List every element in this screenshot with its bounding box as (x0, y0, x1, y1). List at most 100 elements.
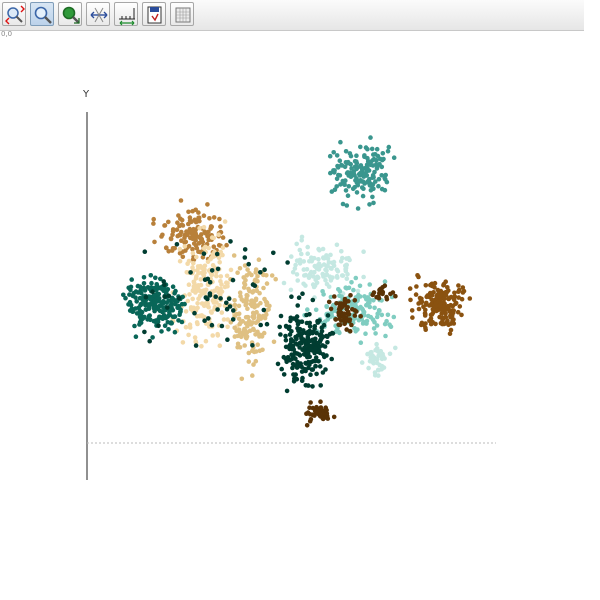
data-point (305, 244, 311, 250)
grid-button[interactable] (170, 2, 194, 26)
data-point (372, 319, 377, 325)
data-point (310, 367, 316, 372)
data-point (196, 249, 201, 254)
data-point (467, 296, 473, 301)
data-point (191, 261, 196, 266)
data-point (237, 321, 242, 327)
data-point (288, 287, 294, 293)
data-point (195, 288, 200, 293)
data-point (361, 319, 366, 325)
data-point (152, 285, 157, 291)
data-point (296, 295, 302, 301)
data-point (295, 364, 301, 369)
data-point (313, 363, 318, 369)
data-point (174, 227, 180, 232)
coordinate-readout: 0,0 (1, 30, 13, 38)
data-point (429, 297, 435, 303)
data-point (367, 304, 373, 310)
data-point (443, 306, 449, 312)
data-point (199, 344, 204, 349)
data-point (159, 234, 164, 239)
data-point (283, 337, 289, 343)
data-point (407, 286, 413, 291)
y-axis-label: Y (82, 89, 90, 100)
data-point (325, 340, 330, 345)
data-point (250, 310, 256, 316)
data-point (208, 224, 214, 229)
data-point (243, 321, 249, 326)
data-point (194, 254, 199, 260)
data-point (370, 175, 375, 180)
data-point (410, 315, 415, 320)
data-point (305, 350, 311, 356)
data-point (199, 232, 204, 237)
data-point (335, 275, 340, 280)
pan-button[interactable] (58, 2, 82, 26)
data-point (281, 372, 287, 377)
data-point (177, 246, 183, 252)
zoom-in-out-button[interactable] (2, 2, 26, 26)
axis-scale-button[interactable] (114, 2, 138, 26)
data-point (137, 322, 142, 327)
data-point (289, 352, 294, 358)
data-point (369, 146, 375, 152)
data-point (376, 183, 381, 189)
data-point (253, 277, 258, 283)
data-point (187, 292, 192, 297)
data-point (255, 303, 260, 308)
data-point (387, 351, 393, 357)
data-point (310, 330, 315, 336)
data-point (328, 278, 334, 283)
data-point (182, 244, 188, 249)
data-point (331, 414, 337, 420)
data-point (175, 220, 180, 225)
data-point (192, 335, 198, 340)
data-point (150, 335, 155, 340)
data-point (155, 292, 161, 297)
data-point (371, 298, 376, 303)
data-point (385, 148, 391, 154)
data-point (374, 341, 379, 347)
data-point (317, 364, 323, 369)
data-point (201, 251, 207, 256)
data-point (372, 169, 377, 175)
data-point (213, 294, 218, 300)
data-point (127, 299, 133, 305)
data-point (320, 289, 325, 294)
data-point (183, 324, 189, 330)
export-button[interactable] (142, 2, 166, 26)
data-point (202, 315, 207, 320)
data-point (215, 333, 221, 338)
data-point (170, 232, 175, 238)
data-point (128, 287, 133, 293)
data-point (200, 291, 205, 296)
data-point (235, 270, 240, 276)
data-point (336, 312, 342, 318)
data-point (142, 249, 148, 254)
data-point (382, 175, 388, 181)
data-point (320, 370, 326, 375)
data-point (185, 298, 191, 304)
data-point (140, 298, 146, 303)
zoom-button[interactable] (30, 2, 54, 26)
data-point (177, 312, 182, 318)
data-point (289, 254, 294, 259)
data-point (351, 171, 357, 177)
data-point (423, 325, 428, 331)
data-point (170, 284, 176, 290)
data-point (245, 293, 250, 298)
data-point (308, 400, 313, 405)
data-point (195, 218, 201, 224)
data-point (354, 153, 359, 158)
data-point (343, 266, 348, 272)
data-point (378, 348, 384, 354)
data-point (174, 242, 180, 247)
data-point (242, 247, 248, 252)
axes-fit-button[interactable] (86, 2, 110, 26)
data-point (307, 324, 313, 329)
data-point (182, 232, 188, 238)
data-point (177, 223, 182, 229)
data-point (317, 344, 323, 350)
data-point (364, 296, 369, 302)
